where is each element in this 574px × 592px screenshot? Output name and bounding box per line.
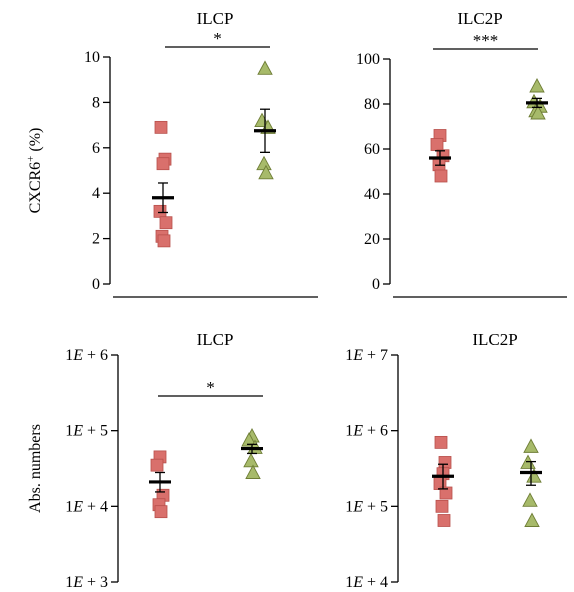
data-point — [523, 438, 539, 453]
y-tick-label: 1E + 4 — [65, 498, 108, 515]
data-point — [434, 435, 448, 449]
y-tick-label: 1E + 3 — [65, 574, 108, 591]
data-point — [243, 452, 259, 468]
significance-label: * — [213, 29, 222, 48]
y-axis-label: Abs. numbers — [27, 424, 44, 513]
data-point — [438, 456, 452, 469]
data-point — [245, 464, 261, 479]
series-2 — [520, 438, 542, 527]
y-tick-label: 80 — [364, 96, 380, 113]
chart-panel-1: ILCP 0 2 4 6 8 10 CXCR6+ (%) * — [25, 9, 318, 298]
y-tick-label: 100 — [356, 51, 380, 68]
series-2 — [526, 78, 548, 120]
y-axis — [391, 354, 399, 583]
y-tick-label: 1E + 5 — [345, 498, 388, 515]
y-tick-label: 1E + 4 — [345, 574, 388, 591]
data-point — [157, 234, 171, 248]
chart-panel-3: ILCP 1E + 3 1E + 4 1E + 5 1E + 6 Abs. numbers… — [27, 330, 263, 591]
panel-title: ILC2P — [472, 330, 517, 349]
panel-title: ILCP — [197, 330, 234, 349]
y-tick-label: 8 — [92, 94, 100, 111]
y-tick-label: 0 — [92, 276, 100, 293]
y-tick-label: 10 — [84, 49, 100, 66]
series-1 — [149, 450, 171, 519]
data-point — [434, 169, 448, 183]
data-point — [258, 164, 274, 180]
series-1 — [429, 129, 451, 183]
significance-label: * — [206, 378, 215, 397]
panel-title: ILCP — [197, 9, 234, 28]
data-point — [153, 204, 167, 218]
series-1 — [432, 435, 454, 527]
y-tick-label: 40 — [364, 186, 380, 203]
y-axis — [383, 58, 567, 298]
data-point — [154, 505, 168, 519]
y-axis — [111, 354, 119, 583]
data-point — [257, 60, 273, 75]
data-point — [150, 458, 164, 472]
y-tick-label: 4 — [92, 185, 100, 202]
data-point — [522, 492, 538, 507]
data-point — [256, 155, 272, 171]
series-2 — [241, 428, 263, 479]
data-point — [439, 486, 453, 500]
y-tick-label: 1E + 6 — [65, 347, 108, 364]
data-point — [241, 432, 257, 447]
chart-panel-4: ILC2P 1E + 4 1E + 5 1E + 6 1E + 7 — [345, 330, 542, 591]
y-tick-label: 1E + 6 — [345, 423, 388, 440]
y-tick-label: 0 — [372, 276, 380, 293]
data-point — [435, 499, 449, 513]
y-tick-label: 20 — [364, 231, 380, 248]
series-2 — [254, 60, 276, 180]
y-tick-label: 2 — [92, 231, 100, 248]
data-point — [154, 120, 168, 134]
significance-label: *** — [473, 31, 499, 50]
data-point — [430, 138, 444, 151]
series-1 — [152, 120, 174, 248]
y-tick-label: 1E + 5 — [65, 423, 108, 440]
y-axis-label: CXCR6+ (%) — [25, 128, 44, 214]
chart-panel-2: ILC2P 0 20 40 60 80 100 *** — [356, 9, 567, 298]
data-point — [524, 512, 540, 527]
data-point — [437, 514, 451, 527]
y-tick-label: 60 — [364, 141, 380, 158]
y-tick-label: 6 — [92, 140, 100, 157]
y-axis — [103, 56, 318, 298]
data-point — [156, 157, 170, 171]
y-tick-label: 1E + 7 — [345, 347, 388, 364]
data-point — [530, 105, 546, 120]
data-point — [529, 78, 545, 93]
data-point — [159, 216, 173, 230]
panel-title: ILC2P — [457, 9, 502, 28]
